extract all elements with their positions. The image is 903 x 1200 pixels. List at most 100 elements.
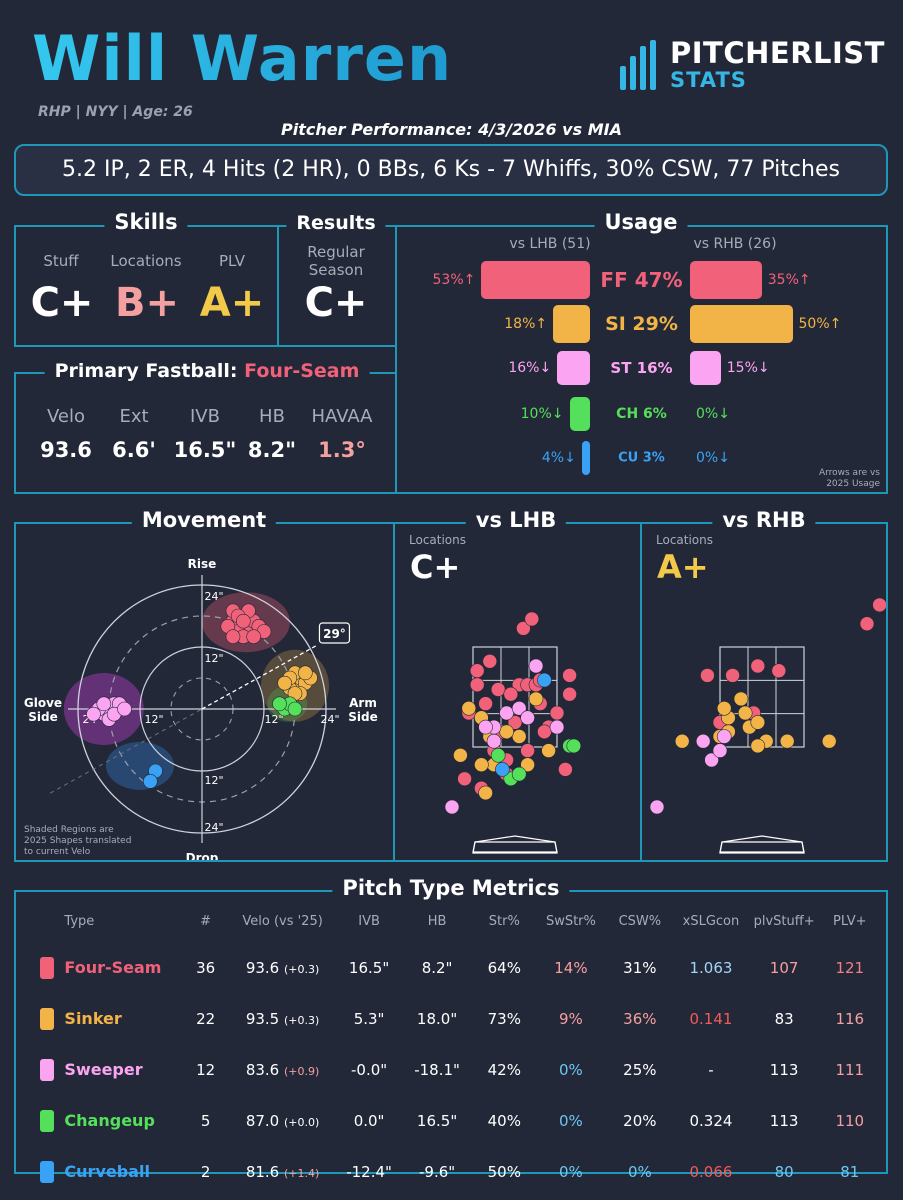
location-point-sweeper xyxy=(704,752,719,768)
velo-cell: 81.6 (+1.4) xyxy=(228,1146,337,1197)
movement-point-sinker xyxy=(277,675,292,691)
changeup-swatch xyxy=(39,1109,54,1132)
location-point-curveball xyxy=(495,762,510,777)
results-grade: C+ xyxy=(304,280,368,326)
usage-row-ff: 53%↑ 35%↑ FF 47% xyxy=(395,261,888,299)
usage-note: Arrows are vs 2025 Usage xyxy=(770,468,880,490)
hb-cell: 16.5" xyxy=(416,1111,458,1130)
usage-bar-rhb xyxy=(690,351,721,385)
location-point-sweeper xyxy=(649,799,665,815)
count-cell: 2 xyxy=(200,1162,211,1181)
curveball-region xyxy=(106,741,174,790)
rhb-title: vs RHB xyxy=(712,508,816,532)
hb-cell: 8.2" xyxy=(421,958,453,977)
strike-zone xyxy=(472,646,558,748)
location-point-four-seam xyxy=(562,668,577,683)
rhb-locations-label: Locations xyxy=(656,533,714,547)
usage-title: Usage xyxy=(594,210,688,234)
movement-title: Movement xyxy=(131,508,277,532)
home-plate xyxy=(472,841,558,853)
header-hb: HB xyxy=(427,913,447,929)
header-plv: PLV+ xyxy=(833,913,867,929)
location-point-curveball xyxy=(537,672,552,688)
usage-bar-rhb xyxy=(690,305,793,343)
header-swstr: SwStr% xyxy=(545,913,596,929)
csw-cell: 20% xyxy=(623,1111,657,1130)
metrics-row-curveball: Curveball 2 81.6 (+1.4) -12.4" -9.6" 50%… xyxy=(30,1146,880,1197)
velo-cell: 87.0 (+0.0) xyxy=(228,1095,337,1146)
logo-stats: STATS xyxy=(670,68,747,92)
metrics-header-row: Type # Velo (vs '25) IVB HB Str% SwStr% … xyxy=(30,900,880,942)
metrics-row-sweeper: Sweeper 12 83.6 (+0.9) -0.0" -18.1" 42% … xyxy=(30,1044,880,1095)
ivb-cell: 16.5" xyxy=(348,958,390,977)
location-point-sweeper xyxy=(478,719,493,735)
location-point-four-seam xyxy=(469,677,485,693)
velo-value: 81.6 xyxy=(245,1162,280,1181)
location-point-sinker xyxy=(737,705,753,721)
header-type: Type xyxy=(64,913,95,929)
swstr-cell: 0% xyxy=(559,1060,583,1079)
movement-point-sweeper xyxy=(96,696,112,712)
usage-row-si: 18%↑ 50%↑ SI 29% xyxy=(395,305,888,343)
movement-note-line1: Shaded Regions are xyxy=(24,825,114,835)
ring-label-right-12: 12" xyxy=(264,713,283,726)
rhb-location-chart xyxy=(649,597,886,854)
location-point-four-seam xyxy=(859,616,875,631)
usage-pitch-label: SI 29% xyxy=(605,313,678,335)
header-plvstuff: plvStuff+ xyxy=(753,913,815,929)
plv-grade: A+ xyxy=(199,280,265,326)
location-point-four-seam xyxy=(503,686,519,702)
header-velo: Velo (vs '25) xyxy=(242,913,323,929)
location-point-four-seam xyxy=(725,668,740,683)
location-point-sinker xyxy=(779,733,795,749)
lhb-locations-label: Locations xyxy=(409,533,467,547)
fb-havaa-label: HAVAA xyxy=(311,406,373,427)
logo-wordmark: PITCHERLIST xyxy=(670,36,885,70)
usage-note-line1: Arrows are vs xyxy=(818,468,880,478)
type-cell: Sweeper xyxy=(64,1060,143,1079)
ivb-cell: -12.4" xyxy=(346,1162,392,1181)
type-cell: Curveball xyxy=(64,1162,150,1181)
location-point-sinker xyxy=(716,701,732,716)
skills-title: Skills xyxy=(104,210,188,234)
location-point-four-seam xyxy=(549,705,565,721)
location-point-changeup xyxy=(511,766,527,782)
location-point-four-seam xyxy=(537,724,552,740)
usage-bar-lhb xyxy=(557,351,590,385)
lhb-locations-grade: C+ xyxy=(410,548,461,586)
location-point-four-seam xyxy=(771,663,787,678)
usage-pct-lhb: 18%↑ xyxy=(504,316,548,332)
location-point-sweeper xyxy=(486,733,502,749)
plv-cell: 116 xyxy=(835,1009,865,1028)
sweeper-swatch xyxy=(39,1058,54,1081)
location-point-sinker xyxy=(541,743,556,758)
arm-angle-label: 29° xyxy=(323,627,346,641)
header-ivb: IVB xyxy=(358,913,380,929)
location-point-four-seam xyxy=(520,743,535,758)
movement-note: Shaded Regions are 2025 Shapes translate… xyxy=(24,825,131,858)
four-seam-swatch xyxy=(39,956,54,979)
stuff-grade: C+ xyxy=(30,280,94,326)
location-point-sweeper xyxy=(712,743,728,758)
results-label-line2: Season xyxy=(308,261,364,279)
movement-point-sweeper xyxy=(117,701,132,717)
location-point-sweeper xyxy=(511,701,527,716)
plvstuff-cell: 80 xyxy=(774,1162,794,1181)
usage-pct-rhb: 35%↑ xyxy=(767,272,811,288)
velo-value: 93.5 xyxy=(245,1009,280,1028)
location-point-sweeper xyxy=(499,705,514,721)
usage-bar-lhb xyxy=(481,261,590,299)
location-point-sinker xyxy=(733,691,749,707)
location-point-changeup xyxy=(566,738,582,754)
xslgcon-cell: - xyxy=(708,1060,714,1079)
arm-side-label-line2: Side xyxy=(348,710,377,724)
location-point-four-seam xyxy=(507,715,523,730)
curveball-swatch xyxy=(39,1160,54,1183)
swstr-cell: 9% xyxy=(559,1009,583,1028)
movement-point-sinker xyxy=(298,665,313,681)
fb-hb-label: HB xyxy=(259,406,285,427)
velo-value: 93.6 xyxy=(245,958,280,977)
glove-side-label: Glove xyxy=(24,696,62,710)
location-point-sinker xyxy=(528,691,544,707)
velo-delta: (+0.0) xyxy=(284,1115,320,1129)
